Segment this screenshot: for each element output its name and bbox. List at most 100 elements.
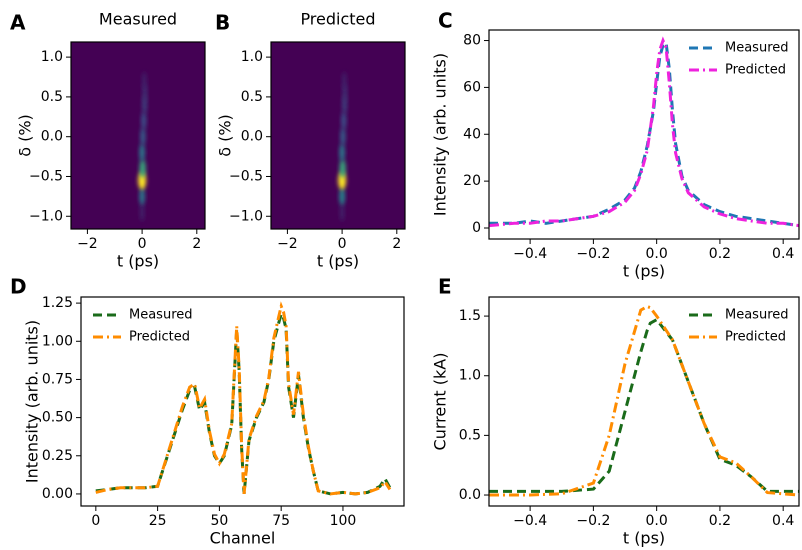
- panel-letter: D: [10, 275, 27, 299]
- x-tick-label: −2: [77, 236, 98, 252]
- x-tick-label: 0.0: [646, 513, 668, 529]
- y-tick-label: 0.25: [42, 448, 73, 464]
- heatmap-spot: [339, 187, 346, 206]
- y-tick-label: −0.5: [29, 168, 63, 184]
- series-line: [489, 317, 799, 493]
- y-tick-label: 20: [463, 173, 481, 189]
- y-tick-label: 0.5: [241, 89, 263, 105]
- series-line: [489, 36, 799, 228]
- plot-frame: [488, 296, 800, 507]
- heatmap-spot: [341, 111, 347, 130]
- x-tick-label: 25: [149, 513, 167, 529]
- heatmap-spot: [139, 187, 145, 206]
- x-tick-label: 0.0: [646, 246, 668, 262]
- heatmap-spot: [139, 159, 146, 178]
- heatmap-spot: [142, 71, 147, 90]
- x-tick-label: 0: [91, 513, 100, 529]
- x-tick-label: 2: [192, 236, 201, 252]
- legend-label: Predicted: [725, 63, 786, 78]
- panel-letter: C: [438, 9, 453, 33]
- x-axis-label: t (ps): [623, 529, 665, 548]
- series-line: [489, 304, 799, 497]
- y-tick-label: 0.75: [42, 371, 73, 387]
- x-tick-label: −0.2: [576, 246, 610, 262]
- x-tick-label: 0.2: [709, 513, 731, 529]
- y-tick-label: 40: [463, 126, 481, 142]
- plot-frame: [80, 296, 405, 507]
- x-tick-label: 0: [338, 236, 347, 252]
- y-tick-label: 0.0: [459, 487, 481, 503]
- y-axis-label: Current (kA): [431, 353, 450, 451]
- y-tick-label: 0.5: [41, 89, 63, 105]
- x-tick-label: 0: [138, 236, 147, 252]
- y-tick-label: 1.00: [42, 333, 73, 349]
- x-axis-label: t (ps): [117, 252, 159, 271]
- legend-label: Measured: [129, 308, 193, 323]
- x-tick-label: −0.4: [513, 246, 547, 262]
- x-axis-label: Channel: [210, 529, 276, 548]
- heatmap-spot: [141, 111, 147, 130]
- panel-title: Measured: [99, 10, 177, 29]
- x-tick-label: 0.4: [772, 513, 794, 529]
- heatmap-spot: [139, 203, 145, 222]
- y-tick-label: 0: [472, 220, 481, 236]
- legend-label: Measured: [725, 41, 789, 56]
- x-tick-label: −2: [277, 236, 298, 252]
- x-tick-label: 100: [330, 513, 357, 529]
- x-tick-label: 50: [210, 513, 228, 529]
- heatmap-background: [271, 42, 405, 229]
- panel-letter: B: [215, 11, 230, 35]
- panel-4: E Measured Predicted −0.4 −0.2 0.0 0.2 0.4 0.0 0.…: [431, 275, 800, 548]
- plot-frame: [488, 29, 800, 240]
- y-tick-label: 1.25: [42, 295, 73, 311]
- panel-0: A Measured −2 0 2 −1.0 −0.5 0.0 0.5 1.0 t (ps) δ (%…: [10, 10, 206, 271]
- y-tick-label: 1.5: [459, 308, 481, 324]
- plot-frame: [270, 41, 406, 230]
- series-line: [95, 309, 392, 496]
- y-tick-label: 0.0: [41, 129, 63, 145]
- x-tick-label: 75: [272, 513, 290, 529]
- legend-label: Predicted: [725, 330, 786, 345]
- heatmap-spot: [340, 127, 346, 146]
- x-axis-label: t (ps): [623, 262, 665, 281]
- plot-frame: [70, 41, 206, 230]
- y-tick-label: −1.0: [229, 208, 263, 224]
- y-tick-label: 0.0: [241, 129, 263, 145]
- panel-2: C Measured Predicted −0.4 −0.2 0.0 0.2 0.4 0 20 40…: [431, 9, 800, 281]
- x-axis-label: t (ps): [317, 252, 359, 271]
- y-axis-label: δ (%): [216, 114, 235, 157]
- y-tick-label: −1.0: [29, 208, 63, 224]
- y-tick-label: −0.5: [229, 168, 263, 184]
- y-tick-label: 0.50: [42, 410, 73, 426]
- heatmap-spot: [339, 203, 345, 222]
- heatmap-spot: [342, 71, 347, 90]
- panel-letter: A: [10, 11, 26, 35]
- y-axis-label: Intensity (arb. units): [23, 320, 42, 483]
- panel-1: B Predicted −2 0 2 −1.0 −0.5 0.0 0.5 1.0 t (ps) δ (…: [215, 10, 406, 271]
- y-tick-label: 1.0: [241, 49, 263, 65]
- panel-title: Predicted: [300, 10, 375, 29]
- x-tick-label: 2: [392, 236, 401, 252]
- heatmap-spot: [339, 143, 345, 162]
- panel-letter: E: [438, 275, 452, 299]
- heatmap-spot: [339, 159, 346, 178]
- y-tick-label: 0.00: [42, 486, 73, 502]
- x-tick-label: 0.2: [709, 246, 731, 262]
- y-axis-label: Intensity (arb. units): [431, 53, 450, 216]
- y-tick-label: 1.0: [41, 49, 63, 65]
- series-line: [95, 301, 392, 496]
- y-axis-label: δ (%): [16, 114, 35, 157]
- x-tick-label: −0.4: [513, 513, 547, 529]
- y-tick-label: 1.0: [459, 368, 481, 384]
- heatmap-spot: [139, 143, 145, 162]
- legend-label: Measured: [725, 308, 789, 323]
- y-tick-label: 80: [463, 33, 481, 49]
- heatmap-background: [71, 42, 205, 229]
- heatmap-spot: [140, 127, 146, 146]
- panel-3: D Measured Predicted 0 25 50 75 100 0.00 0.25 0.50…: [10, 275, 405, 548]
- y-tick-label: 60: [463, 79, 481, 95]
- legend-label: Predicted: [129, 330, 190, 345]
- x-tick-label: 0.4: [772, 246, 794, 262]
- y-tick-label: 0.5: [459, 427, 481, 443]
